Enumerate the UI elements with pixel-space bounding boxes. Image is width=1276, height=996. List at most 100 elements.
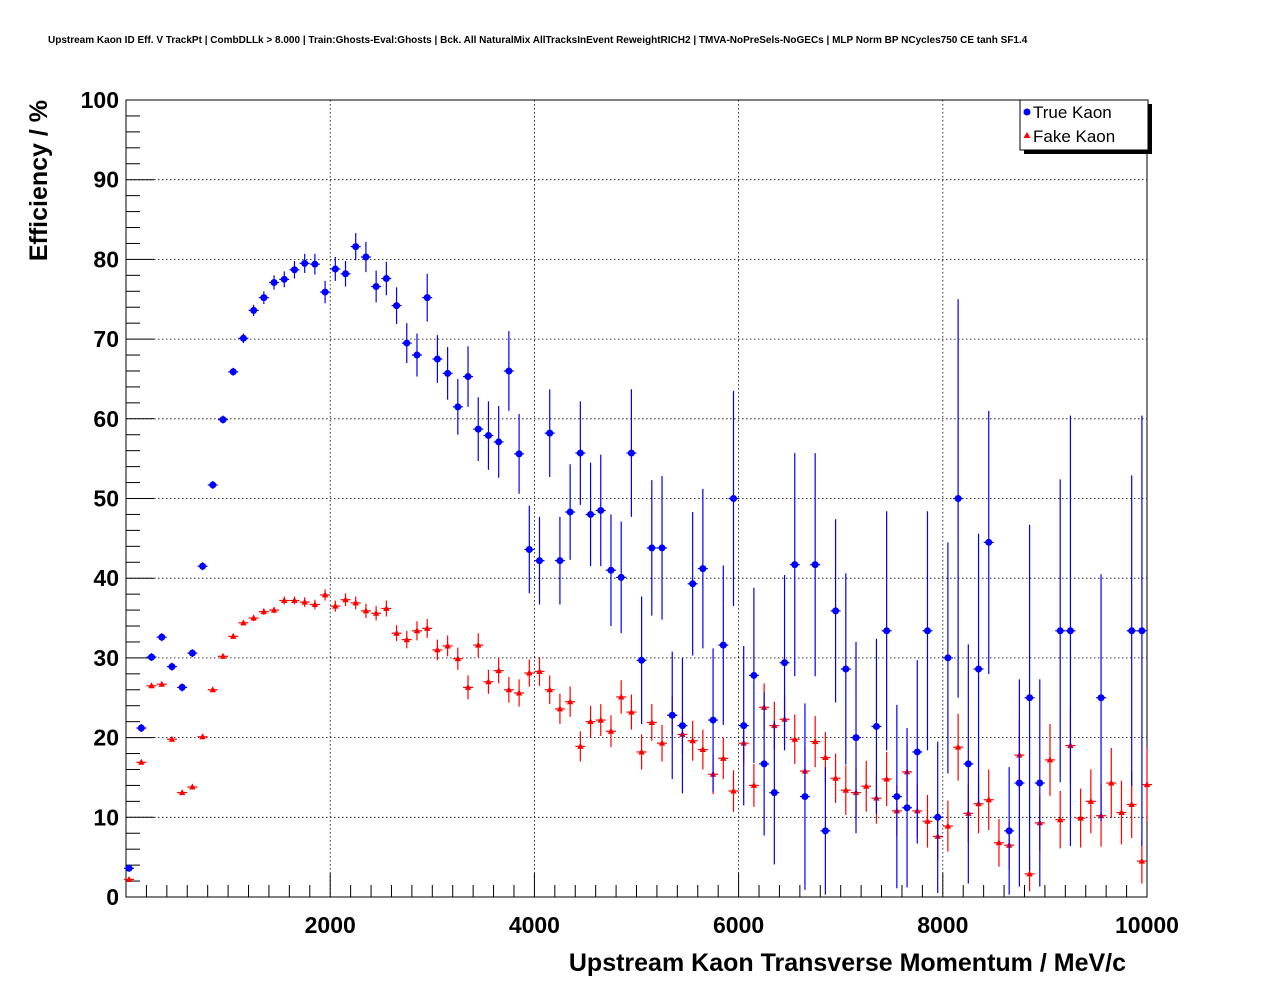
true-kaon-point (799, 703, 810, 890)
fake-kaon-point (279, 596, 290, 605)
fake-kaon-marker (658, 739, 666, 746)
true-kaon-point (279, 271, 290, 288)
fake-kaon-marker (617, 693, 625, 700)
fake-kaon-point (953, 713, 964, 781)
true-kaon-marker (423, 294, 431, 302)
true-kaon-point (953, 299, 964, 698)
y-tick-label: 100 (81, 87, 119, 113)
true-kaon-point (1126, 475, 1137, 787)
fake-kaon-marker (485, 678, 492, 685)
true-kaon-marker (362, 253, 370, 261)
fake-kaon-point (565, 686, 576, 717)
true-kaon-point (452, 378, 463, 435)
true-kaon-point (912, 660, 923, 844)
fake-kaon-point (534, 657, 545, 686)
fake-kaon-point (452, 647, 463, 670)
fake-kaon-marker (699, 746, 707, 753)
true-kaon-marker (515, 450, 523, 458)
true-kaon-marker (729, 495, 737, 502)
fake-kaon-point (1075, 788, 1086, 848)
true-kaon-marker (148, 653, 156, 661)
fake-kaon-marker (536, 667, 543, 674)
fake-kaon-marker (720, 754, 727, 761)
fake-kaon-point (810, 716, 821, 768)
y-tick-label: 50 (93, 486, 119, 512)
true-kaon-point (932, 741, 943, 894)
fake-kaon-marker (178, 789, 186, 796)
fake-kaon-point (544, 675, 555, 705)
true-kaon-marker (464, 373, 472, 381)
true-kaon-point (422, 273, 433, 322)
fake-kaon-marker (628, 708, 635, 715)
true-kaon-marker (556, 557, 564, 565)
fake-kaon-marker (1057, 816, 1064, 823)
true-kaon-marker (1036, 779, 1044, 787)
fake-kaon-point (524, 659, 535, 687)
fake-kaon-point (463, 675, 474, 700)
true-kaon-point (789, 453, 800, 677)
true-kaon-marker (760, 760, 768, 768)
true-kaon-marker (689, 580, 697, 588)
fake-kaon-marker (413, 627, 421, 634)
fake-kaon-point (1085, 769, 1096, 834)
true-kaon-marker (648, 544, 656, 552)
fake-kaon-marker (515, 689, 523, 696)
fake-kaon-point (493, 657, 504, 684)
fake-kaon-marker (954, 743, 962, 750)
fake-kaon-marker (230, 632, 237, 639)
true-kaon-point (156, 633, 167, 642)
true-kaon-marker (433, 355, 441, 363)
fake-kaon-point (371, 606, 382, 621)
true-kaon-marker (1026, 694, 1034, 702)
true-kaon-marker (709, 716, 717, 724)
chart-title: Upstream Kaon ID Eff. V TrackPt | CombDL… (48, 35, 1028, 46)
true-kaon-point (605, 514, 616, 627)
fake-kaon-point (881, 751, 892, 807)
true-kaon-marker (352, 243, 360, 251)
true-kaon-marker (546, 429, 554, 437)
fake-kaon-point (616, 680, 627, 714)
fake-kaon-marker (1026, 870, 1033, 877)
true-kaon-marker (627, 449, 635, 457)
true-kaon-marker (454, 403, 462, 411)
true-kaon-marker (566, 508, 574, 516)
fake-kaon-marker (138, 758, 145, 765)
true-kaon-marker (750, 671, 758, 679)
true-kaon-point (442, 347, 453, 400)
y-tick-label: 30 (93, 645, 119, 671)
true-kaon-marker (954, 495, 962, 502)
fake-kaon-point (258, 608, 269, 615)
true-kaon-point (544, 389, 555, 477)
true-kaon-marker (321, 288, 329, 296)
true-kaon-point (728, 390, 739, 607)
true-kaon-marker (178, 683, 186, 691)
true-kaon-point (1136, 415, 1147, 846)
true-kaon-point (595, 454, 606, 567)
fake-kaon-marker (383, 604, 390, 611)
fake-kaon-marker (321, 591, 329, 598)
fake-kaon-point (197, 733, 208, 740)
fake-kaon-marker (556, 705, 564, 712)
true-kaon-point (269, 275, 280, 290)
true-kaon-marker (699, 565, 707, 573)
true-kaon-point (575, 401, 586, 505)
true-kaon-point (360, 241, 371, 273)
true-kaon-marker (964, 760, 972, 768)
fake-kaon-point (575, 731, 586, 762)
true-kaon-point (289, 260, 300, 279)
true-kaon-marker (883, 627, 891, 635)
fake-kaon-point (473, 633, 484, 658)
true-kaon-marker (811, 561, 819, 569)
true-kaon-point (350, 233, 361, 261)
fake-kaon-point (330, 600, 341, 612)
fake-kaon-point (636, 734, 647, 770)
fake-kaon-point (309, 599, 320, 610)
true-kaon-point (524, 505, 535, 594)
fake-kaon-point (432, 639, 443, 661)
x-tick-label: 4000 (509, 912, 560, 938)
x-tick-label: 6000 (713, 912, 764, 938)
true-kaon-point (187, 649, 198, 658)
fake-kaon-marker (607, 727, 615, 734)
y-tick-label: 20 (93, 725, 119, 751)
fake-kaon-point (1055, 790, 1066, 849)
